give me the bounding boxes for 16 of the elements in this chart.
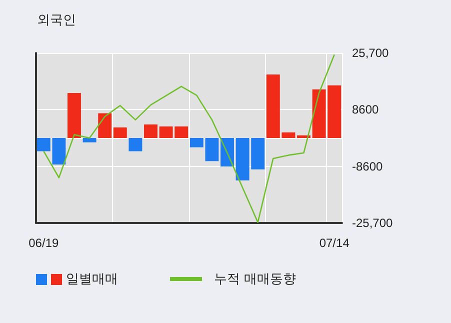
legend-label: 일별매매: [66, 271, 118, 288]
bar: [98, 113, 112, 138]
legend-label: 누적 매매동향: [214, 271, 296, 288]
y-tick-label: 8600: [352, 102, 380, 117]
bar: [68, 93, 81, 138]
y-tick-label: -8600: [352, 159, 384, 174]
bar: [128, 138, 142, 152]
y-tick-label: -25,700: [352, 216, 394, 230]
chart-title: 외국인: [37, 12, 76, 27]
y-tick-label: 25,700: [352, 46, 390, 60]
bar: [82, 138, 96, 142]
bar: [113, 127, 127, 138]
bar: [144, 124, 158, 138]
line-series: [43, 54, 335, 223]
x-tick-label: 06/19: [28, 236, 59, 250]
x-tick-label: 07/14: [319, 236, 350, 250]
